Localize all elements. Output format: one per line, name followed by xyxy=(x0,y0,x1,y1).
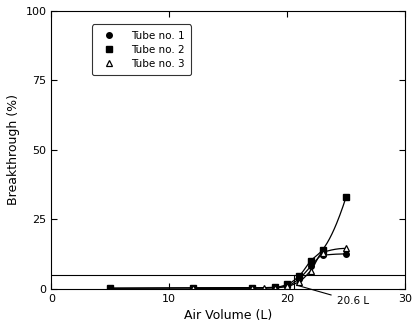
Tube no. 1 xyxy=(320,253,325,257)
Tube no. 3 xyxy=(273,286,278,290)
Tube no. 3 xyxy=(261,286,266,290)
Tube no. 2 xyxy=(273,285,278,289)
Tube no. 1 xyxy=(344,252,349,256)
Tube no. 2 xyxy=(108,286,113,290)
Line: Tube no. 3: Tube no. 3 xyxy=(190,245,349,291)
Tube no. 1 xyxy=(108,286,113,290)
Legend: Tube no. 1, Tube no. 2, Tube no. 3: Tube no. 1, Tube no. 2, Tube no. 3 xyxy=(92,24,191,75)
Line: Tube no. 2: Tube no. 2 xyxy=(108,194,349,291)
X-axis label: Air Volume (L): Air Volume (L) xyxy=(184,309,272,322)
Tube no. 1 xyxy=(296,277,301,281)
Tube no. 1 xyxy=(308,265,313,268)
Tube no. 1 xyxy=(285,284,290,288)
Tube no. 3 xyxy=(308,268,313,272)
Tube no. 2 xyxy=(285,283,290,287)
Tube no. 3 xyxy=(190,286,195,290)
Y-axis label: Breakthrough (%): Breakthrough (%) xyxy=(7,94,20,205)
Tube no. 3 xyxy=(249,286,254,290)
Tube no. 3 xyxy=(344,246,349,250)
Tube no. 2 xyxy=(344,195,349,199)
Tube no. 2 xyxy=(320,248,325,252)
Tube no. 3 xyxy=(285,285,290,289)
Tube no. 1 xyxy=(190,286,195,290)
Tube no. 2 xyxy=(249,286,254,290)
Tube no. 1 xyxy=(249,286,254,290)
Line: Tube no. 1: Tube no. 1 xyxy=(108,251,349,291)
Tube no. 2 xyxy=(296,274,301,278)
Tube no. 3 xyxy=(296,280,301,284)
Tube no. 1 xyxy=(273,286,278,290)
Tube no. 3 xyxy=(320,251,325,255)
Tube no. 2 xyxy=(308,259,313,263)
Tube no. 2 xyxy=(190,286,195,290)
Text: 20.6 L: 20.6 L xyxy=(297,285,369,306)
